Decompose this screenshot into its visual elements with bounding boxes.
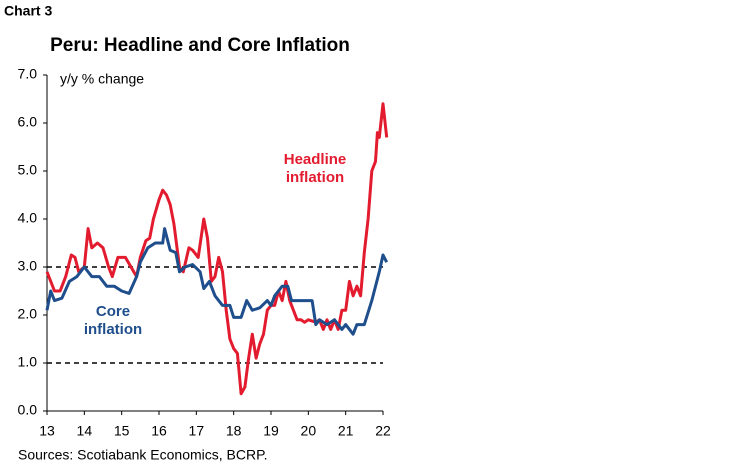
x-tick-label: 17: [189, 423, 205, 439]
x-tick-label: 20: [301, 423, 317, 439]
x-tick-label: 15: [114, 423, 130, 439]
y-tick-label: 4.0: [18, 210, 38, 226]
x-tick-label: 13: [39, 423, 55, 439]
x-tick-label: 18: [226, 423, 242, 439]
y-tick-label: 2.0: [18, 306, 38, 322]
x-tick-label: 21: [338, 423, 354, 439]
series-label: inflation: [84, 321, 142, 338]
x-tick-label: 19: [263, 423, 279, 439]
series-label: inflation: [286, 169, 344, 186]
series-label: Core: [96, 303, 130, 320]
series-line: [45, 227, 389, 336]
y-tick-label: 5.0: [18, 162, 38, 178]
y-tick-label: 1.0: [18, 354, 38, 370]
y-tick-label: 7.0: [18, 66, 38, 82]
x-tick-label: 14: [77, 423, 93, 439]
y-tick-label: 0.0: [18, 402, 38, 418]
series-line: [45, 102, 389, 396]
series-label: Headline: [284, 151, 347, 168]
y-axis-label: y/y % change: [60, 71, 144, 87]
x-tick-label: 22: [375, 423, 391, 439]
chart-label: Chart 3: [4, 3, 52, 19]
chart-title: Peru: Headline and Core Inflation: [50, 35, 350, 56]
source: Sources: Scotiabank Economics, BCRP.: [18, 447, 268, 463]
y-tick-label: 3.0: [18, 258, 38, 274]
y-tick-label: 6.0: [18, 114, 38, 130]
x-tick-label: 16: [151, 423, 167, 439]
